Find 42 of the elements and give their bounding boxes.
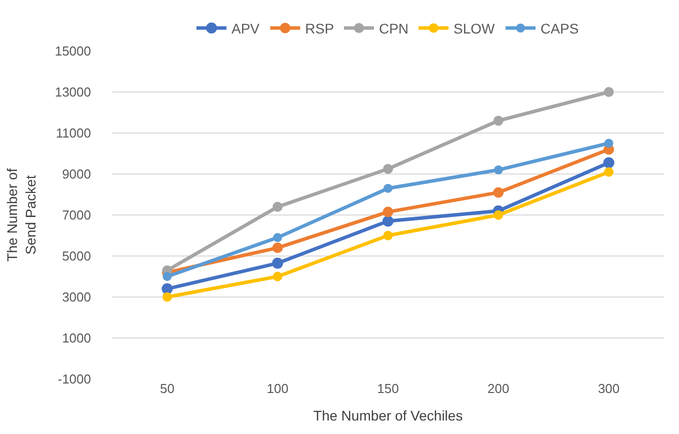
- x-tick-label: 50: [160, 381, 174, 396]
- legend-label: CPN: [378, 20, 409, 36]
- x-tick-label: 300: [598, 381, 620, 396]
- point: [272, 242, 283, 254]
- point: [162, 292, 172, 302]
- point: [383, 230, 393, 240]
- point: [272, 202, 283, 212]
- point: [272, 272, 282, 282]
- point: [493, 187, 504, 198]
- point: [493, 116, 504, 126]
- point: [604, 138, 614, 148]
- y-tick-label: 11000: [56, 126, 91, 141]
- point: [383, 164, 393, 174]
- legend-label: RSP: [305, 20, 334, 36]
- legend-label: CAPS: [540, 20, 579, 36]
- point: [382, 206, 394, 218]
- x-tick-label: 100: [266, 381, 288, 396]
- y-axis-title: The Number of Send Packet: [4, 168, 38, 262]
- y-tick-label: 3000: [62, 290, 91, 305]
- y-tick-label: 15000: [54, 44, 91, 59]
- legend-label: APV: [232, 20, 260, 36]
- point: [604, 167, 614, 177]
- point: [494, 165, 503, 174]
- point: [604, 87, 614, 97]
- y-tick-label: 7000: [62, 208, 91, 223]
- y-tick-label: 9000: [62, 166, 91, 182]
- y-tick-label: 5000: [62, 248, 91, 264]
- x-axis-title: The Number of Vechiles: [313, 407, 463, 424]
- point: [162, 283, 173, 294]
- point: [162, 272, 172, 281]
- point: [272, 258, 284, 269]
- y-tick-label: -1000: [58, 372, 91, 387]
- x-tick-label: 150: [377, 381, 399, 396]
- x-tick-label: 200: [488, 381, 510, 396]
- legend-label: SLOW: [454, 20, 496, 36]
- point: [603, 157, 614, 168]
- y-tick-label: 13000: [54, 84, 91, 100]
- y-tick-label: 1000: [62, 330, 91, 346]
- point: [382, 216, 394, 227]
- point: [494, 210, 504, 220]
- point: [384, 184, 392, 193]
- point: [273, 233, 282, 242]
